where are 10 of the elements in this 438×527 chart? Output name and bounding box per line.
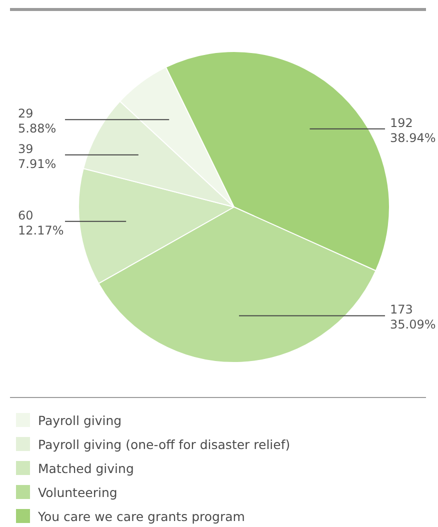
legend-label: Volunteering <box>38 484 118 500</box>
data-label: 29 5.88% <box>18 106 56 136</box>
data-label: 173 35.09% <box>390 302 436 332</box>
legend-label: Payroll giving <box>38 412 122 428</box>
legend-label: You care we care grants program <box>38 508 245 524</box>
legend-label: Matched giving <box>38 460 134 476</box>
data-label: 39 7.91% <box>18 142 56 171</box>
data-label: 60 12.17% <box>18 208 64 238</box>
legend-label: Payroll giving (one-off for disaster relief) <box>38 436 290 452</box>
data-label: 192 38.94% <box>390 116 436 145</box>
